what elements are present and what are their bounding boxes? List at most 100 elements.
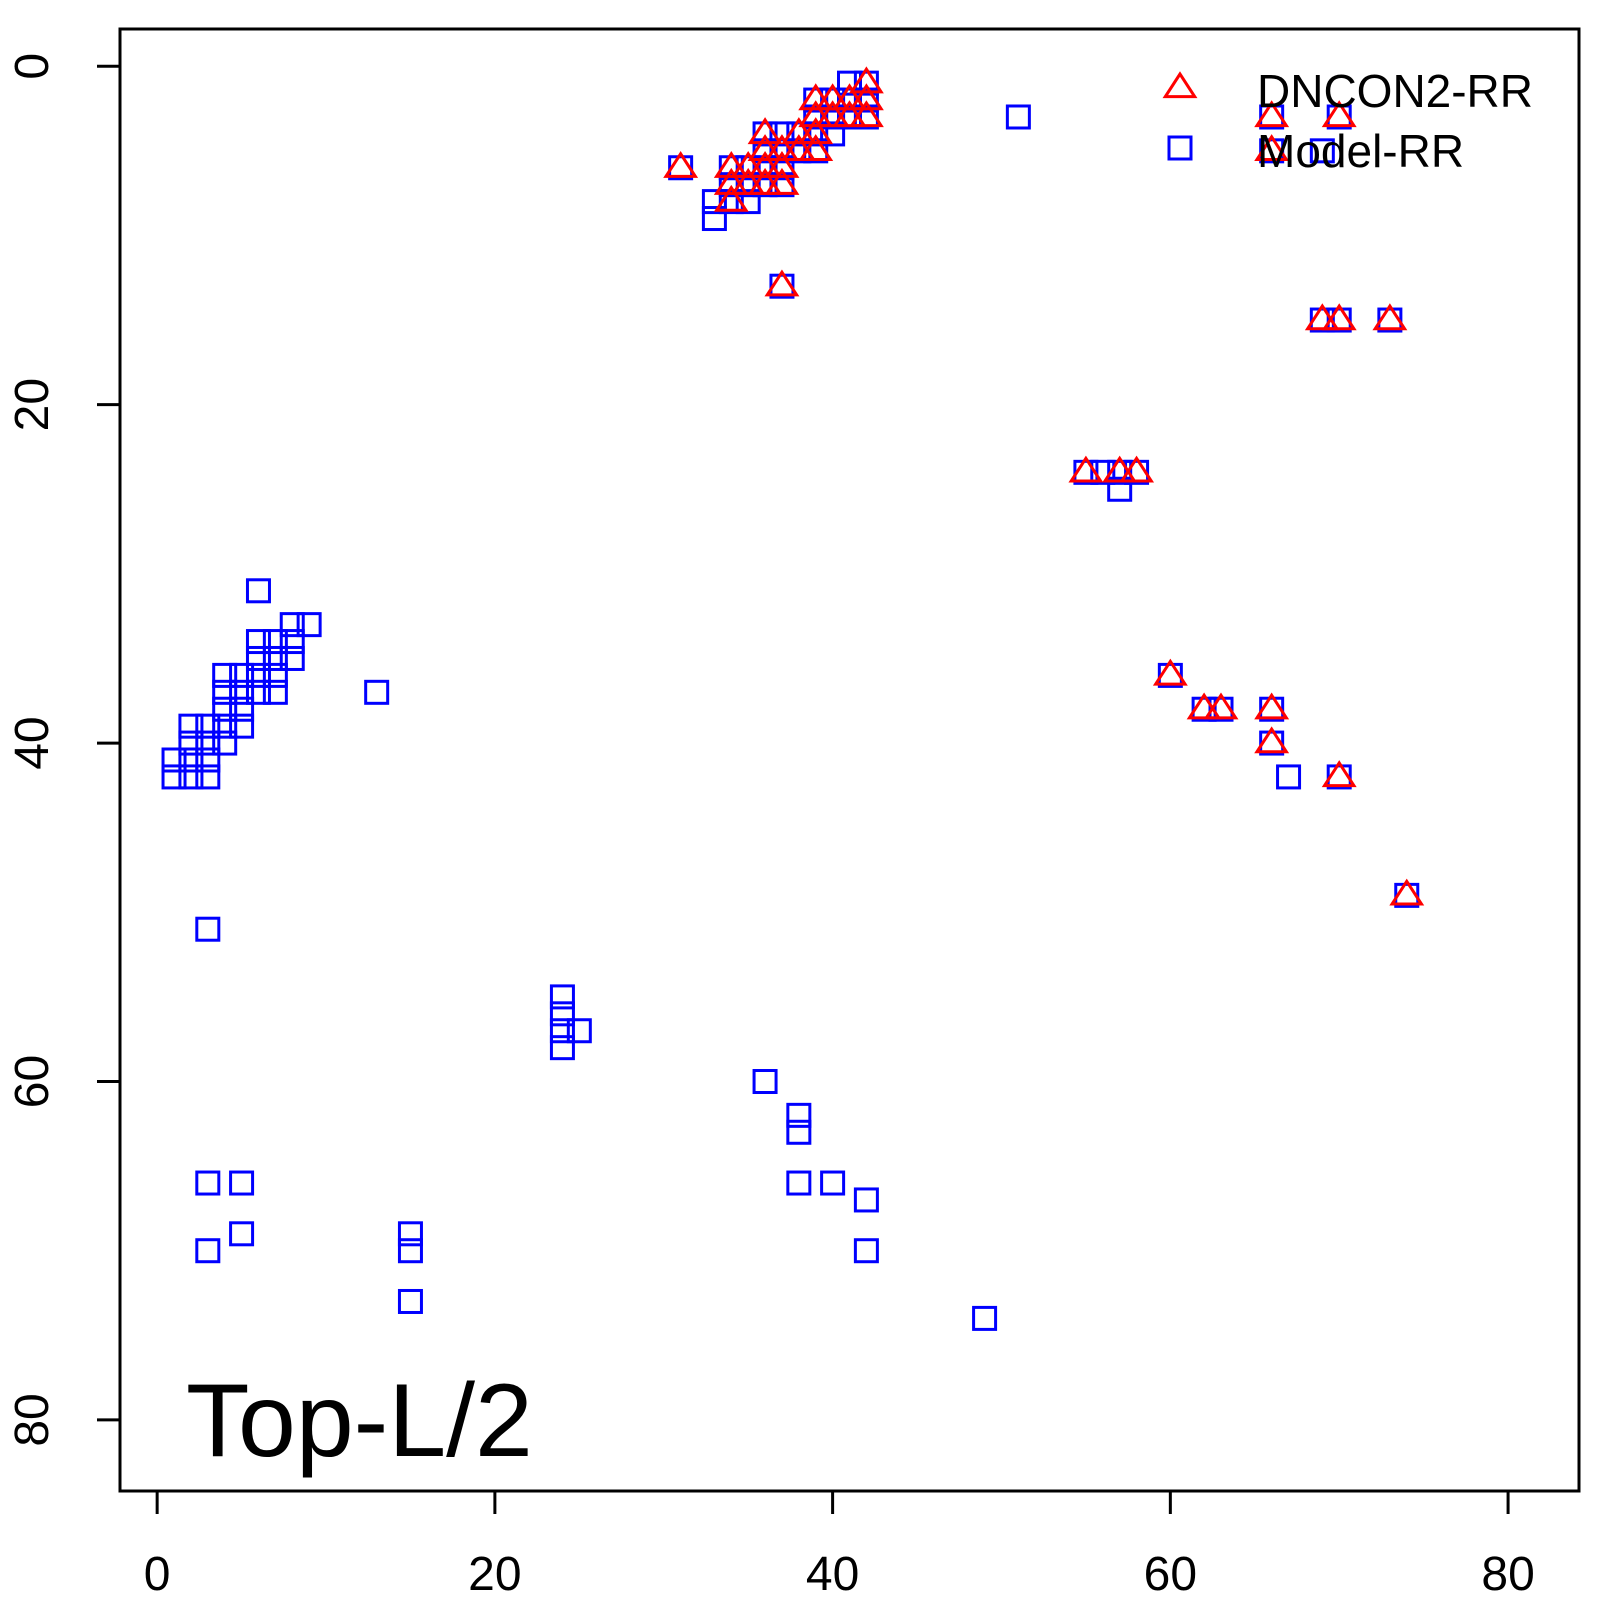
point-model-rr (262, 629, 288, 655)
x-tick-label: 60 (1144, 1548, 1197, 1600)
point-dncon2-rr (1186, 692, 1222, 720)
point-dncon2-rr (798, 83, 834, 111)
point-model-rr (752, 1069, 778, 1095)
point-dncon2-rr (798, 117, 834, 145)
point-model-rr (549, 1035, 575, 1061)
point-model-rr (668, 155, 694, 181)
point-model-rr (752, 172, 778, 198)
point-model-rr (195, 747, 221, 773)
point-model-rr (837, 87, 862, 113)
y-tick-label: 20 (6, 378, 59, 431)
point-model-rr (853, 70, 879, 96)
point-model-rr (853, 1187, 879, 1213)
point-dncon2-rr (1389, 878, 1425, 906)
point-dncon2-rr (815, 100, 851, 128)
point-dncon2-rr (764, 134, 800, 162)
point-model-rr (701, 206, 727, 232)
point-model-rr (1157, 662, 1183, 688)
point-model-rr (279, 629, 305, 655)
point-model-rr (853, 1238, 879, 1264)
point-dncon2-rr (1372, 303, 1408, 331)
point-model-rr (1208, 696, 1234, 722)
point-model-rr (803, 138, 829, 164)
point-model-rr (178, 713, 204, 739)
x-tick-label: 20 (468, 1548, 521, 1600)
point-model-rr (212, 713, 238, 739)
point-model-rr (245, 578, 271, 604)
legend-label-dncon2-rr: DNCON2-RR (1257, 65, 1533, 117)
annotation-label: Top-L/2 (186, 1363, 533, 1479)
point-model-rr (212, 679, 238, 705)
point-dncon2-rr (747, 150, 783, 178)
point-dncon2-rr (730, 167, 766, 195)
point-model-rr (718, 155, 744, 181)
point-dncon2-rr (1321, 760, 1357, 788)
point-model-rr (279, 612, 305, 638)
point-model-rr (178, 764, 204, 790)
point-dncon2-rr (1254, 100, 1290, 128)
point-model-rr (397, 1238, 423, 1264)
point-model-rr (397, 1221, 423, 1247)
point-model-rr (1191, 696, 1217, 722)
legend-label-model-rr: Model-RR (1257, 125, 1464, 177)
point-dncon2-rr (747, 167, 783, 195)
point-model-rr (161, 764, 187, 790)
point-model-rr (245, 679, 271, 705)
point-model-rr (735, 172, 761, 198)
x-tick-label: 80 (1481, 1548, 1534, 1600)
point-model-rr (212, 696, 238, 722)
point-dncon2-rr (1119, 455, 1155, 483)
point-model-rr (820, 1170, 846, 1196)
x-tick-label: 40 (806, 1548, 859, 1600)
y-tick-label: 80 (6, 1393, 59, 1446)
point-model-rr (786, 1102, 812, 1128)
point-model-rr (1377, 307, 1403, 333)
point-model-rr (212, 662, 238, 688)
point-dncon2-rr (1254, 134, 1290, 162)
point-model-rr (718, 172, 744, 198)
point-model-rr (549, 1001, 575, 1027)
point-model-rr (1107, 476, 1133, 502)
point-model-rr (752, 121, 778, 147)
point-dncon2-rr (848, 83, 884, 111)
y-tick-label: 0 (6, 53, 59, 80)
y-tick-label: 60 (6, 1055, 59, 1108)
point-model-rr (1107, 459, 1133, 485)
point-model-rr (820, 121, 846, 147)
point-model-rr (752, 138, 778, 164)
point-dncon2-rr (747, 117, 783, 145)
point-model-rr (786, 1119, 812, 1145)
point-model-rr (245, 645, 271, 671)
point-model-rr (195, 916, 221, 942)
x-axis: 0 20 40 60 80 (144, 1489, 1535, 1600)
point-model-rr (1259, 696, 1285, 722)
point-model-rr (1259, 104, 1285, 130)
point-model-rr (161, 747, 187, 773)
point-model-rr (229, 696, 255, 722)
point-model-rr (1073, 459, 1099, 485)
point-model-rr (279, 645, 305, 671)
point-model-rr (229, 662, 255, 688)
point-model-rr (195, 764, 221, 790)
point-dncon2-rr (713, 167, 749, 195)
point-model-rr (229, 679, 255, 705)
point-model-rr (262, 645, 288, 671)
point-dncon2-rr (1068, 455, 1104, 483)
point-dncon2-rr (663, 150, 699, 178)
point-model-rr (786, 121, 812, 147)
point-model-rr (837, 70, 862, 96)
point-model-rr (245, 662, 271, 688)
point-model-rr (364, 679, 390, 705)
point-dncon2-rr (1203, 692, 1239, 720)
point-dncon2-rr (848, 66, 884, 94)
point-model-rr (566, 1018, 592, 1044)
point-dncon2-rr (730, 150, 766, 178)
point-dncon2-rr (1254, 726, 1290, 754)
point-model-rr (1394, 882, 1420, 908)
point-model-rr (1276, 764, 1302, 790)
point-model-rr (803, 104, 829, 130)
point-model-rr (718, 189, 744, 215)
point-model-rr (1090, 459, 1116, 485)
point-model-rr (735, 189, 761, 215)
point-model-rr (178, 747, 204, 773)
